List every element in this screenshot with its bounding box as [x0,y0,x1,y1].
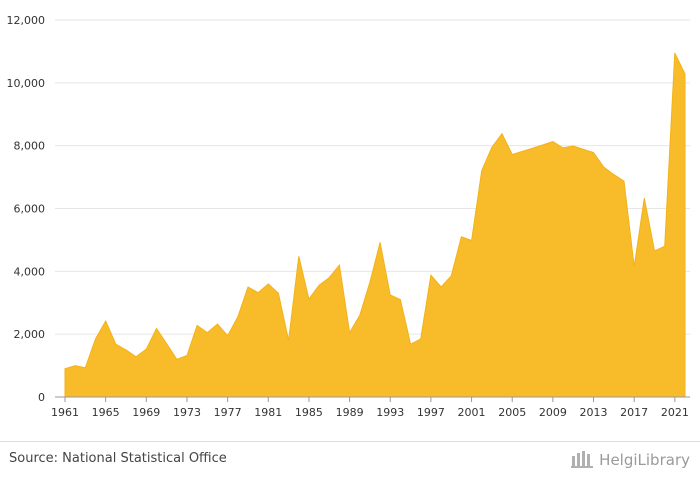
y-tick-label: 10,000 [7,77,46,90]
brand-name: HelgiLibrary [599,451,690,469]
x-tick-label: 1997 [417,406,445,419]
brand-logo[interactable]: HelgiLibrary [571,450,690,470]
x-tick-label: 2001 [458,406,486,419]
y-axis: 0 2,000 4,000 6,000 8,000 10,000 12,000 [7,14,46,404]
x-tick-label: 1981 [254,406,282,419]
y-tick-label: 6,000 [14,203,46,216]
x-tick-label: 1965 [92,406,120,419]
x-tick-label: 2009 [539,406,567,419]
x-tick-label: 1993 [376,406,404,419]
source-note: Source: National Statistical Office [9,451,227,466]
x-tick-label: 2005 [498,406,526,419]
x-tick-label: 1969 [132,406,160,419]
y-tick-label: 2,000 [14,328,46,341]
x-tick-label: 2021 [661,406,689,419]
x-tick-label: 2013 [580,406,608,419]
x-tick-label: 1989 [336,406,364,419]
area-chart: 1961 1965 1969 1973 1977 1981 1985 1989 1993 1997… [7,14,690,419]
x-tick-label: 1977 [214,406,242,419]
area-series [64,52,686,398]
y-tick-label: 12,000 [7,14,46,27]
y-tick-label: 0 [38,391,45,404]
x-tick-label: 2017 [620,406,648,419]
y-tick-label: 4,000 [14,265,46,278]
x-tick-label: 1985 [295,406,323,419]
x-tick-label: 1961 [51,406,79,419]
x-axis: 1961 1965 1969 1973 1977 1981 1985 1989 1993 1997… [51,396,690,419]
chart-footer: Source: National Statistical Office Helg… [0,441,700,483]
helgilibrary-logo-icon [571,451,594,468]
x-tick-label: 1973 [173,406,201,419]
y-tick-label: 8,000 [14,140,46,153]
